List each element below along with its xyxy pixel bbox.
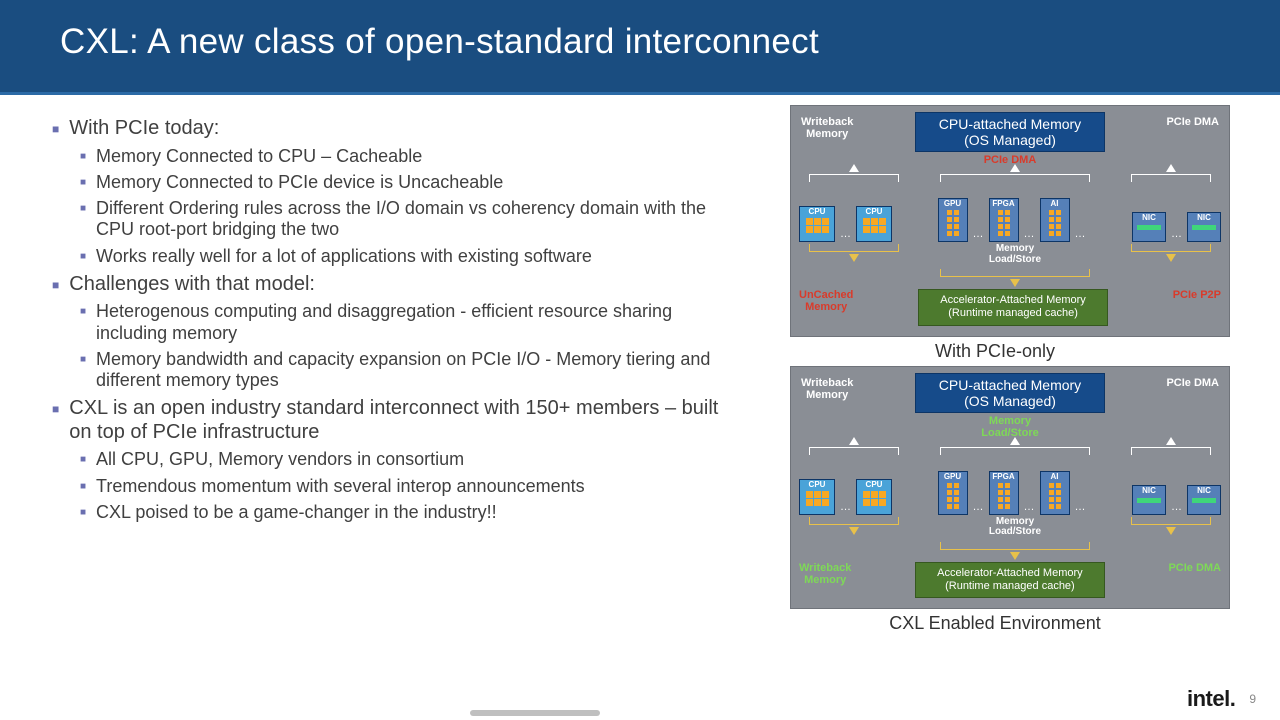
diagram-pcie: Writeback Memory PCIe DMA CPU-attached M… [790,105,1230,337]
page-number: 9 [1249,692,1256,706]
caption-cxl: CXL Enabled Environment [760,613,1230,634]
label-pcie-dma-bottom: PCIe DMA [1168,562,1221,574]
bullet-level1: ■ With PCIe today: [52,117,742,141]
chip-gpu: GPU [938,471,968,515]
bullet-level2: ■ Memory bandwidth and capacity expansion… [80,349,742,391]
slide-body: ■ With PCIe today: ■ Memory Connected to CP… [0,95,1280,680]
bullet-text: Challenges with that model: [69,273,742,297]
intel-logo: intel. [1187,686,1235,712]
bullet-marker-icon: ■ [80,354,86,391]
chip-fpga: FPGA [989,471,1019,515]
accel-group: GPU… FPGA… AI… [938,198,1087,242]
bullet-text: Memory bandwidth and capacity expansion … [96,349,742,391]
bullet-list: ■ With PCIe today: ■ Memory Connected to CP… [0,95,760,680]
bullet-level2: ■ Heterogenous computing and disaggregati… [80,301,742,343]
label-writeback-bottom: WritebackMemory [799,562,851,586]
diagram-column: Writeback Memory PCIe DMA CPU-attached M… [760,95,1260,680]
bullet-marker-icon: ■ [80,151,86,167]
bullet-marker-icon: ■ [80,177,86,193]
chip-cpu: CPU [856,479,892,515]
bullet-level2: ■ Tremendous momentum with several intero… [80,476,742,497]
bullet-text: Tremendous momentum with several interop… [96,476,742,497]
slide-title: CXL: A new class of open-standard interc… [60,22,1220,62]
label-mem-loadstore: MemoryLoad/Store [799,415,1221,439]
bullet-level1: ■CXL is an open industry standard interc… [52,397,742,444]
bullet-level2: ■ Memory Connected to PCIe device is Unca… [80,172,742,193]
bullet-text: Memory Connected to PCIe device is Uncac… [96,172,742,193]
bullet-text: All CPU, GPU, Memory vendors in consorti… [96,449,742,470]
bullet-level1: ■ Challenges with that model: [52,273,742,297]
bullet-text: Works really well for a lot of applicati… [96,246,742,267]
bullet-level2: ■ Works really well for a lot of applicat… [80,246,742,267]
chip-ai: AI [1040,471,1070,515]
bullet-marker-icon: ■ [80,454,86,470]
bullet-marker-icon: ■ [80,203,86,240]
bullet-level2: ■ All CPU, GPU, Memory vendors in consort… [80,449,742,470]
chip-cpu: CPU [799,206,835,242]
bullet-marker-icon: ■ [52,402,59,444]
nic-group: NIC… NIC [1132,198,1221,242]
label-p2p: PCIe P2P [1173,289,1221,301]
bullet-marker-icon: ■ [52,122,59,141]
bullet-text: Different Ordering rules across the I/O … [96,198,742,240]
label-uncached: UnCachedMemory [799,289,853,313]
slide-footer: intel. 9 [1187,686,1256,712]
scrollbar-thumb[interactable] [470,710,600,716]
chip-ai: AI [1040,198,1070,242]
bullet-text: With PCIe today: [69,117,742,141]
chip-fpga: FPGA [989,198,1019,242]
chip-nic: NIC [1132,485,1166,515]
bullet-level2: ■ Different Ordering rules across the I/O… [80,198,742,240]
label-writeback: Writeback [801,116,853,128]
chip-gpu: GPU [938,198,968,242]
bullet-marker-icon: ■ [80,507,86,523]
cpu-group: CPU … CPU [799,198,892,242]
bullet-marker-icon: ■ [80,481,86,497]
chip-cpu: CPU [799,479,835,515]
chip-nic: NIC [1187,485,1221,515]
slide-header: CXL: A new class of open-standard interc… [0,0,1280,95]
os-banner: CPU-attached Memory (OS Managed) [915,112,1105,152]
bullet-marker-icon: ■ [80,306,86,343]
chip-cpu: CPU [856,206,892,242]
bullet-text: Heterogenous computing and disaggregatio… [96,301,742,343]
label-pcie-dma: PCIe DMA [1166,116,1219,128]
bullet-marker-icon: ■ [52,278,59,297]
accel-memory-box: Accelerator-Attached Memory (Runtime man… [915,562,1105,598]
bullet-text: CXL poised to be a game-changer in the i… [96,502,742,523]
caption-pcie: With PCIe-only [760,341,1230,362]
diagram-cxl: Writeback Memory PCIe DMA CPU-attached M… [790,366,1230,610]
bullet-text: CXL is an open industry standard interco… [69,397,742,444]
chip-nic: NIC [1132,212,1166,242]
bullet-level2: ■ Memory Connected to CPU – Cacheable [80,146,742,167]
accel-memory-box: Accelerator-Attached Memory (Runtime man… [918,289,1108,325]
bullet-text: Memory Connected to CPU – Cacheable [96,146,742,167]
os-banner: CPU-attached Memory (OS Managed) [915,373,1105,413]
bullet-level2: ■ CXL poised to be a game-changer in the … [80,502,742,523]
bullet-marker-icon: ■ [80,251,86,267]
chip-nic: NIC [1187,212,1221,242]
